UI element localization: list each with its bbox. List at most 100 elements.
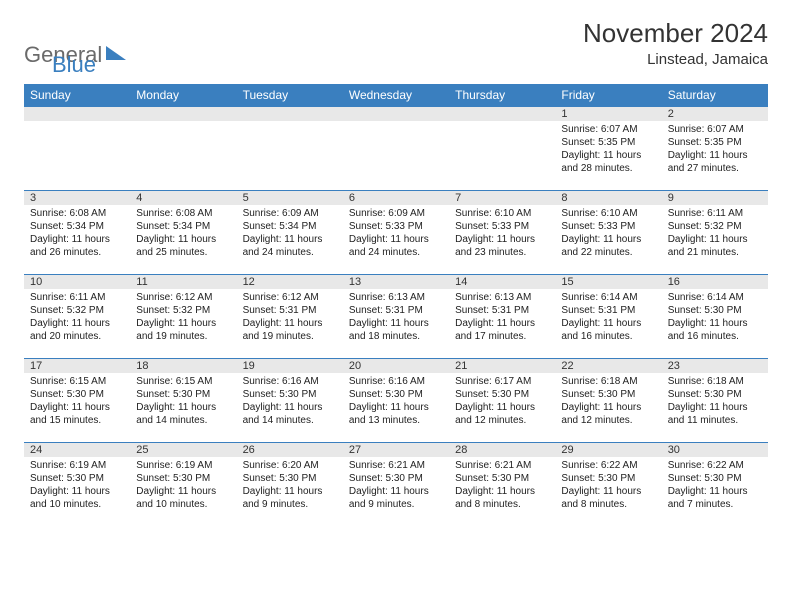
detail-line-day1: Daylight: 11 hours — [349, 233, 443, 246]
day-details: Sunrise: 6:09 AMSunset: 5:34 PMDaylight:… — [237, 205, 343, 263]
detail-line-sunrise: Sunrise: 6:19 AM — [30, 459, 124, 472]
detail-line-sunset: Sunset: 5:30 PM — [455, 388, 549, 401]
detail-line-sunset: Sunset: 5:34 PM — [243, 220, 337, 233]
detail-line-sunset: Sunset: 5:32 PM — [30, 304, 124, 317]
day-number: 29 — [555, 443, 661, 457]
day-number: 3 — [24, 191, 130, 205]
detail-line-sunset: Sunset: 5:30 PM — [668, 472, 762, 485]
detail-line-sunrise: Sunrise: 6:15 AM — [30, 375, 124, 388]
detail-line-day2: and 19 minutes. — [136, 330, 230, 343]
day-number: 14 — [449, 275, 555, 289]
detail-line-day2: and 26 minutes. — [30, 246, 124, 259]
detail-line-day1: Daylight: 11 hours — [30, 317, 124, 330]
day-details: Sunrise: 6:22 AMSunset: 5:30 PMDaylight:… — [662, 457, 768, 515]
detail-line-day2: and 23 minutes. — [455, 246, 549, 259]
detail-line-day1: Daylight: 11 hours — [561, 233, 655, 246]
day-details: Sunrise: 6:18 AMSunset: 5:30 PMDaylight:… — [555, 373, 661, 431]
day-cell: 24Sunrise: 6:19 AMSunset: 5:30 PMDayligh… — [24, 443, 130, 527]
day-details: Sunrise: 6:21 AMSunset: 5:30 PMDaylight:… — [449, 457, 555, 515]
detail-line-sunset: Sunset: 5:30 PM — [136, 388, 230, 401]
detail-line-day1: Daylight: 11 hours — [243, 317, 337, 330]
detail-line-day1: Daylight: 11 hours — [668, 401, 762, 414]
day-cell: 15Sunrise: 6:14 AMSunset: 5:31 PMDayligh… — [555, 275, 661, 359]
detail-line-day2: and 14 minutes. — [243, 414, 337, 427]
day-cell: 7Sunrise: 6:10 AMSunset: 5:33 PMDaylight… — [449, 191, 555, 275]
day-cell — [343, 107, 449, 191]
detail-line-sunset: Sunset: 5:34 PM — [30, 220, 124, 233]
day-number: 24 — [24, 443, 130, 457]
day-details: Sunrise: 6:18 AMSunset: 5:30 PMDaylight:… — [662, 373, 768, 431]
detail-line-day2: and 16 minutes. — [668, 330, 762, 343]
day-number-empty — [24, 107, 130, 121]
detail-line-sunset: Sunset: 5:30 PM — [30, 472, 124, 485]
detail-line-day2: and 28 minutes. — [561, 162, 655, 175]
detail-line-day1: Daylight: 11 hours — [349, 401, 443, 414]
day-details: Sunrise: 6:10 AMSunset: 5:33 PMDaylight:… — [555, 205, 661, 263]
day-number: 25 — [130, 443, 236, 457]
day-details: Sunrise: 6:12 AMSunset: 5:32 PMDaylight:… — [130, 289, 236, 347]
day-number: 15 — [555, 275, 661, 289]
detail-line-day2: and 16 minutes. — [561, 330, 655, 343]
detail-line-day2: and 13 minutes. — [349, 414, 443, 427]
day-cell — [24, 107, 130, 191]
day-details: Sunrise: 6:15 AMSunset: 5:30 PMDaylight:… — [24, 373, 130, 431]
detail-line-day1: Daylight: 11 hours — [561, 485, 655, 498]
detail-line-day1: Daylight: 11 hours — [136, 317, 230, 330]
detail-line-day2: and 22 minutes. — [561, 246, 655, 259]
detail-line-day2: and 9 minutes. — [349, 498, 443, 511]
day-header: Wednesday — [343, 84, 449, 107]
detail-line-day1: Daylight: 11 hours — [243, 233, 337, 246]
day-number-empty — [130, 107, 236, 121]
day-number: 18 — [130, 359, 236, 373]
day-details: Sunrise: 6:07 AMSunset: 5:35 PMDaylight:… — [555, 121, 661, 179]
detail-line-sunrise: Sunrise: 6:21 AM — [349, 459, 443, 472]
day-number-empty — [237, 107, 343, 121]
day-number: 28 — [449, 443, 555, 457]
day-details: Sunrise: 6:15 AMSunset: 5:30 PMDaylight:… — [130, 373, 236, 431]
detail-line-day1: Daylight: 11 hours — [349, 317, 443, 330]
detail-line-day1: Daylight: 11 hours — [30, 401, 124, 414]
calendar-table: Sunday Monday Tuesday Wednesday Thursday… — [24, 84, 768, 527]
detail-line-sunset: Sunset: 5:35 PM — [668, 136, 762, 149]
detail-line-sunset: Sunset: 5:34 PM — [136, 220, 230, 233]
detail-line-day1: Daylight: 11 hours — [349, 485, 443, 498]
detail-line-day2: and 25 minutes. — [136, 246, 230, 259]
detail-line-day1: Daylight: 11 hours — [668, 317, 762, 330]
sail-icon — [106, 46, 126, 60]
detail-line-sunrise: Sunrise: 6:07 AM — [668, 123, 762, 136]
day-cell — [449, 107, 555, 191]
day-cell: 5Sunrise: 6:09 AMSunset: 5:34 PMDaylight… — [237, 191, 343, 275]
detail-line-day1: Daylight: 11 hours — [136, 401, 230, 414]
detail-line-sunset: Sunset: 5:33 PM — [561, 220, 655, 233]
detail-line-sunrise: Sunrise: 6:13 AM — [349, 291, 443, 304]
detail-line-sunrise: Sunrise: 6:14 AM — [561, 291, 655, 304]
day-number-empty — [343, 107, 449, 121]
day-cell: 19Sunrise: 6:16 AMSunset: 5:30 PMDayligh… — [237, 359, 343, 443]
day-details: Sunrise: 6:16 AMSunset: 5:30 PMDaylight:… — [237, 373, 343, 431]
day-details: Sunrise: 6:07 AMSunset: 5:35 PMDaylight:… — [662, 121, 768, 179]
detail-line-sunset: Sunset: 5:32 PM — [668, 220, 762, 233]
day-number: 11 — [130, 275, 236, 289]
day-cell: 17Sunrise: 6:15 AMSunset: 5:30 PMDayligh… — [24, 359, 130, 443]
day-number: 13 — [343, 275, 449, 289]
day-number: 7 — [449, 191, 555, 205]
day-details: Sunrise: 6:13 AMSunset: 5:31 PMDaylight:… — [343, 289, 449, 347]
day-header: Saturday — [662, 84, 768, 107]
day-cell: 28Sunrise: 6:21 AMSunset: 5:30 PMDayligh… — [449, 443, 555, 527]
detail-line-sunset: Sunset: 5:33 PM — [349, 220, 443, 233]
day-details: Sunrise: 6:21 AMSunset: 5:30 PMDaylight:… — [343, 457, 449, 515]
detail-line-day2: and 17 minutes. — [455, 330, 549, 343]
detail-line-sunset: Sunset: 5:30 PM — [243, 472, 337, 485]
detail-line-sunset: Sunset: 5:30 PM — [349, 472, 443, 485]
detail-line-day1: Daylight: 11 hours — [455, 485, 549, 498]
detail-line-sunrise: Sunrise: 6:16 AM — [349, 375, 443, 388]
detail-line-day2: and 8 minutes. — [455, 498, 549, 511]
detail-line-sunrise: Sunrise: 6:20 AM — [243, 459, 337, 472]
location-text: Linstead, Jamaica — [583, 51, 768, 68]
day-number: 6 — [343, 191, 449, 205]
detail-line-day2: and 12 minutes. — [455, 414, 549, 427]
detail-line-sunrise: Sunrise: 6:08 AM — [136, 207, 230, 220]
day-header-row: Sunday Monday Tuesday Wednesday Thursday… — [24, 84, 768, 107]
detail-line-sunset: Sunset: 5:30 PM — [455, 472, 549, 485]
day-cell: 20Sunrise: 6:16 AMSunset: 5:30 PMDayligh… — [343, 359, 449, 443]
